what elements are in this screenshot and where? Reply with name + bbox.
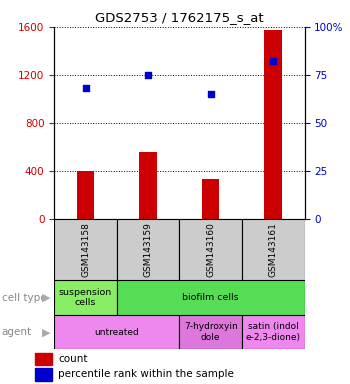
Text: biofilm cells: biofilm cells: [182, 293, 239, 302]
Point: [208, 91, 213, 97]
Text: 7-hydroxyin
dole: 7-hydroxyin dole: [184, 323, 238, 342]
Text: GSM143159: GSM143159: [144, 222, 153, 277]
Text: GSM143161: GSM143161: [269, 222, 278, 277]
Bar: [35, 369, 52, 381]
Bar: [54, 219, 117, 280]
Bar: [54, 315, 179, 349]
Text: GSM143160: GSM143160: [206, 222, 215, 277]
Title: GDS2753 / 1762175_s_at: GDS2753 / 1762175_s_at: [95, 11, 264, 24]
Text: suspension
cells: suspension cells: [59, 288, 112, 307]
Point: [145, 72, 151, 78]
Text: cell type: cell type: [2, 293, 46, 303]
Text: ▶: ▶: [42, 327, 51, 337]
Bar: [242, 219, 304, 280]
Text: percentile rank within the sample: percentile rank within the sample: [58, 369, 234, 379]
Bar: [242, 315, 304, 349]
Bar: [117, 219, 179, 280]
Bar: [117, 280, 304, 315]
Bar: [179, 219, 242, 280]
Text: GSM143158: GSM143158: [81, 222, 90, 277]
Bar: [54, 280, 117, 315]
Text: count: count: [58, 354, 88, 364]
Bar: [202, 179, 219, 219]
Point: [83, 85, 88, 91]
Point: [271, 58, 276, 65]
Bar: [179, 315, 242, 349]
Bar: [265, 30, 282, 219]
Bar: [35, 353, 52, 365]
Text: agent: agent: [2, 327, 32, 337]
Text: satin (indol
e-2,3-dione): satin (indol e-2,3-dione): [246, 323, 301, 342]
Bar: [139, 152, 157, 219]
Bar: [77, 171, 94, 219]
Text: ▶: ▶: [42, 293, 51, 303]
Text: untreated: untreated: [94, 328, 139, 337]
